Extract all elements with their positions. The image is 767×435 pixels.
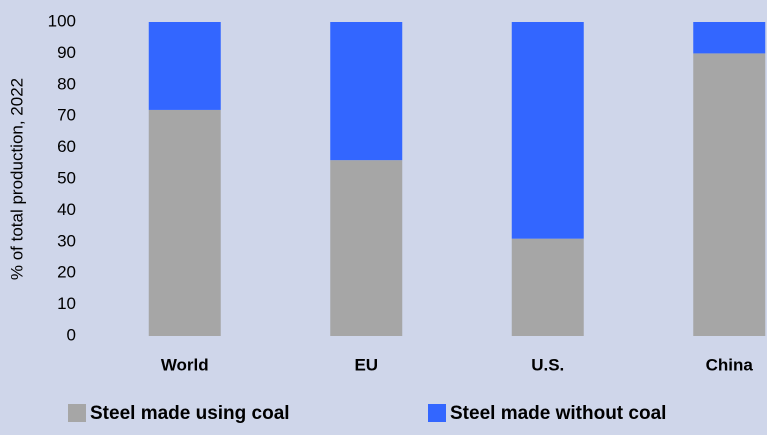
bar-segment — [693, 53, 766, 337]
legend-swatch — [68, 404, 86, 422]
legend-label: Steel made using coal — [90, 403, 290, 424]
x-tick-label: U.S. — [531, 355, 564, 374]
y-tick-label: 10 — [57, 294, 76, 313]
y-tick-label: 70 — [57, 106, 76, 125]
legend-swatch — [428, 404, 446, 422]
bar-segment — [148, 109, 221, 336]
x-tick-label: World — [161, 355, 209, 374]
y-tick-label: 90 — [57, 43, 76, 62]
y-tick-label: 40 — [57, 200, 76, 219]
x-tick-label: China — [706, 355, 754, 374]
y-tick-label: 20 — [57, 263, 76, 282]
y-tick-label: 100 — [48, 11, 76, 30]
bar-segment — [330, 160, 403, 336]
y-tick-label: 80 — [57, 74, 76, 93]
x-tick-label: EU — [354, 355, 378, 374]
y-tick-label: 30 — [57, 231, 76, 250]
y-axis-label: % of total production, 2022 — [7, 78, 26, 280]
legend-label: Steel made without coal — [450, 403, 666, 424]
bar-segment — [511, 238, 584, 336]
bar-segment — [330, 22, 403, 161]
y-tick-label: 50 — [57, 168, 76, 187]
y-tick-label: 0 — [67, 325, 76, 344]
y-tick-label: 60 — [57, 137, 76, 156]
bar-segment — [511, 22, 584, 239]
bar-segment — [693, 22, 766, 54]
bar-segment — [148, 22, 221, 110]
